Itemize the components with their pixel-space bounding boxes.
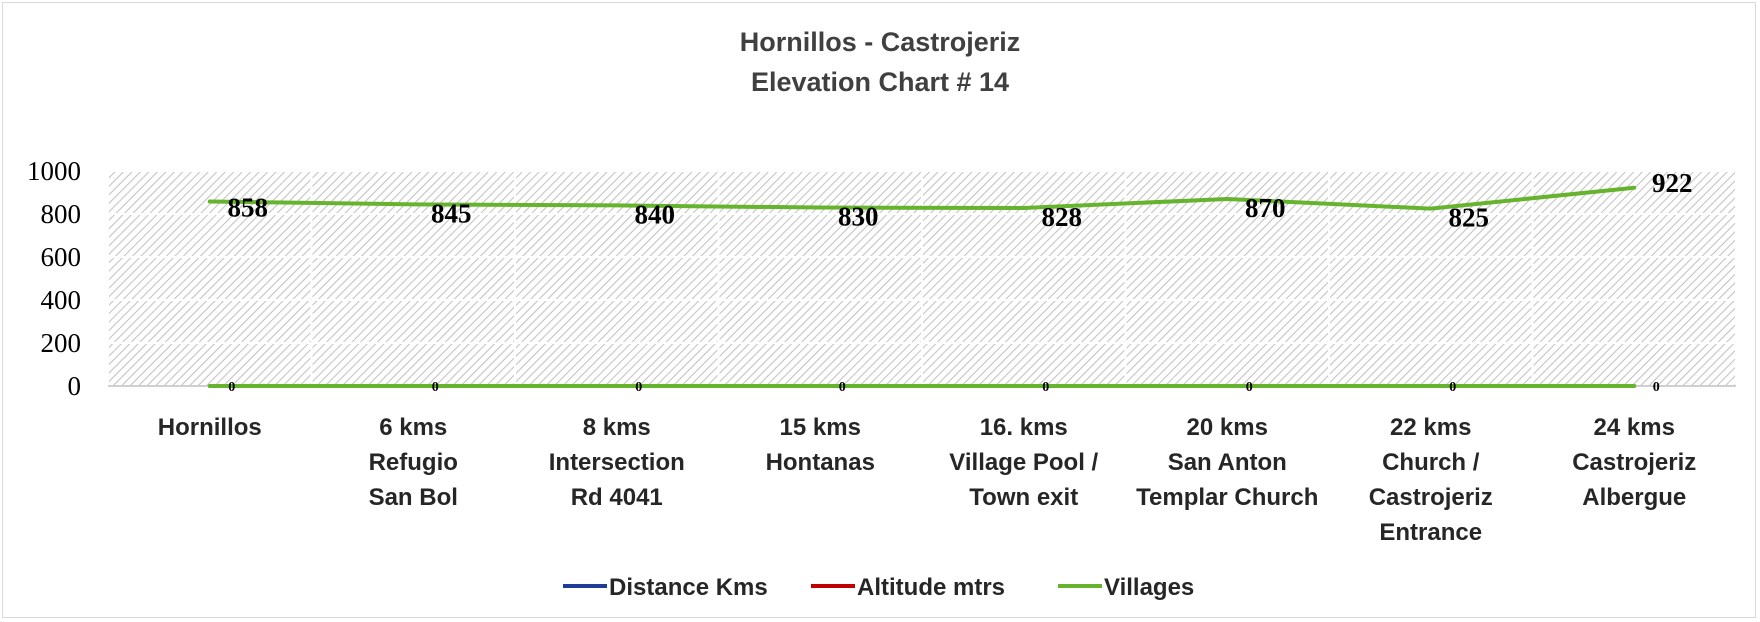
data-label: 858: [228, 193, 269, 223]
legend-item: Altitude mtrs: [811, 574, 1005, 601]
y-tick-label: 800: [41, 199, 82, 229]
data-label: 830: [838, 202, 879, 232]
data-label: 0: [839, 380, 846, 395]
legend-label: Villages: [1104, 574, 1194, 601]
x-category-label: 8 kms Intersection Rd 4041: [549, 414, 685, 511]
y-tick-label: 400: [41, 285, 82, 315]
x-category-label: 15 kms Hontanas: [766, 414, 875, 476]
x-category-label: 24 kms Castrojeriz Albergue: [1572, 414, 1696, 511]
data-label: 840: [635, 199, 676, 229]
data-label: 0: [1449, 380, 1456, 395]
data-label: 0: [228, 380, 235, 395]
data-label: 870: [1245, 193, 1286, 223]
data-label: 845: [431, 198, 472, 228]
x-category-label: 20 kms San Anton Templar Church: [1136, 414, 1318, 511]
x-category-label: 6 kms Refugio San Bol: [369, 414, 458, 511]
data-label: 922: [1652, 168, 1693, 198]
legend-item: Distance Kms: [563, 574, 768, 601]
y-tick-label: 1000: [27, 156, 81, 186]
data-label: 0: [1042, 380, 1049, 395]
data-label: 0: [1653, 380, 1660, 395]
series-line-elevation: [207, 185, 1637, 211]
y-tick-label: 200: [41, 328, 82, 358]
data-label: 0: [432, 380, 439, 395]
legend-label: Distance Kms: [609, 574, 768, 601]
x-category-label: 16. kms Village Pool / Town exit: [949, 414, 1098, 511]
data-label: 828: [1042, 202, 1083, 232]
y-tick-label: 0: [68, 371, 82, 401]
x-category-label: 22 kms Church / Castrojeriz Entrance: [1369, 414, 1493, 546]
legend-item: Villages: [1058, 574, 1194, 601]
data-label: 825: [1449, 203, 1490, 233]
chart-title-line: Hornillos - Castrojeriz: [740, 27, 1021, 57]
y-tick-label: 600: [41, 242, 82, 272]
data-label: 0: [1246, 380, 1253, 395]
elevation-chart: Hornillos - Castrojeriz Elevation Chart #…: [27, 27, 1737, 601]
x-category-label: Hornillos: [158, 414, 262, 441]
data-label: 0: [635, 380, 642, 395]
chart-title-line: Elevation Chart # 14: [751, 67, 1009, 97]
legend-label: Altitude mtrs: [857, 574, 1005, 601]
